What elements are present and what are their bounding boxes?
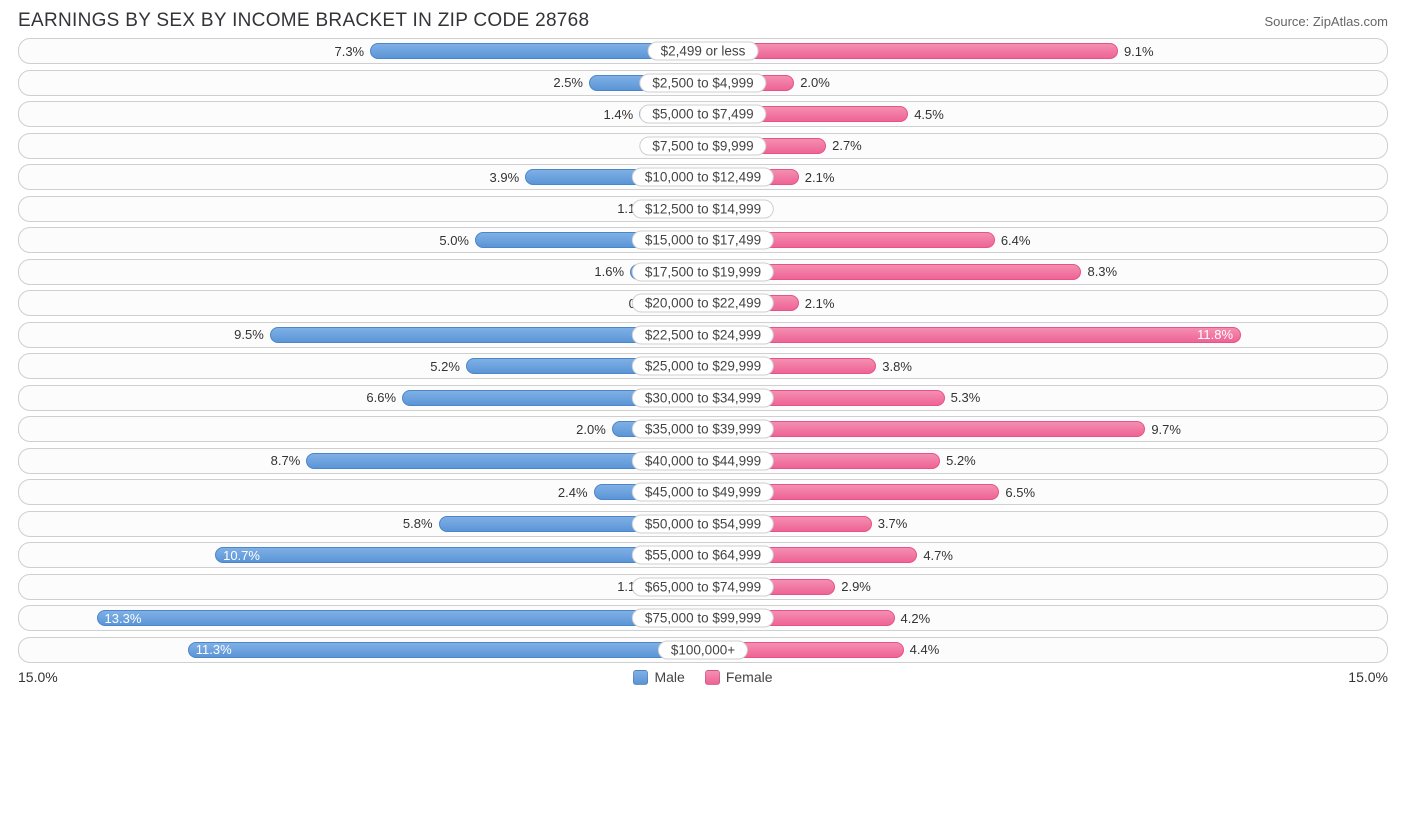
female-bar: [703, 43, 1118, 59]
female-value: 11.8%: [703, 323, 1241, 347]
female-value: 2.9%: [835, 575, 871, 599]
category-label: $2,500 to $4,999: [639, 73, 766, 92]
legend-male: Male: [633, 669, 684, 685]
bar-row: 0.69%2.1%$20,000 to $22,499: [18, 290, 1388, 316]
male-value: 11.3%: [188, 638, 703, 662]
female-value: 4.7%: [917, 543, 953, 567]
category-label: $35,000 to $39,999: [632, 420, 774, 439]
category-label: $50,000 to $54,999: [632, 514, 774, 533]
male-swatch: [633, 670, 648, 685]
bar-row: 13.3% 4.2% $75,000 to $99,999: [18, 605, 1388, 631]
category-label: $2,499 or less: [648, 42, 759, 61]
female-value: 4.5%: [908, 102, 944, 126]
female-value: 9.7%: [1145, 417, 1181, 441]
category-label: $45,000 to $49,999: [632, 483, 774, 502]
female-value: 2.7%: [826, 134, 862, 158]
male-value: 10.7%: [215, 543, 703, 567]
male-value: 13.3%: [97, 606, 703, 630]
male-value: 2.5%: [553, 71, 589, 95]
female-value: 9.1%: [1118, 39, 1154, 63]
bar-row: 1.1%0.56%$12,500 to $14,999: [18, 196, 1388, 222]
male-value: 2.4%: [558, 480, 594, 504]
bar-row: 10.7% 4.7% $55,000 to $64,999: [18, 542, 1388, 568]
category-label: $20,000 to $22,499: [632, 294, 774, 313]
bar-row: 5.2% 3.8% $25,000 to $29,999: [18, 353, 1388, 379]
bar-row: 3.9% 2.1% $10,000 to $12,499: [18, 164, 1388, 190]
category-label: $12,500 to $14,999: [632, 199, 774, 218]
chart-footer: 15.0% Male Female 15.0%: [18, 665, 1388, 685]
male-value: 1.4%: [604, 102, 640, 126]
bar-row: 2.4% 6.5% $45,000 to $49,999: [18, 479, 1388, 505]
male-value: 5.0%: [439, 228, 475, 252]
bar-row: 5.8% 3.7% $50,000 to $54,999: [18, 511, 1388, 537]
category-label: $5,000 to $7,499: [639, 105, 766, 124]
male-value: 5.8%: [403, 512, 439, 536]
female-value: 2.1%: [799, 291, 835, 315]
chart-title: EARNINGS BY SEX BY INCOME BRACKET IN ZIP…: [18, 10, 589, 32]
category-label: $17,500 to $19,999: [632, 262, 774, 281]
axis-max-left: 15.0%: [18, 669, 58, 685]
bar-row: 6.6% 5.3% $30,000 to $34,999: [18, 385, 1388, 411]
male-value: 9.5%: [234, 323, 270, 347]
male-value: 1.6%: [594, 260, 630, 284]
bar-row: 8.7% 5.2% $40,000 to $44,999: [18, 448, 1388, 474]
female-value: 3.7%: [872, 512, 908, 536]
female-value: 3.8%: [876, 354, 912, 378]
female-value: 2.1%: [799, 165, 835, 189]
bar-row: 1.1%2.9%$65,000 to $74,999: [18, 574, 1388, 600]
bar-row: 2.5% 2.0% $2,500 to $4,999: [18, 70, 1388, 96]
diverging-bar-chart: 7.3% 9.1% $2,499 or less 2.5% 2.0% $2,500 to …: [0, 38, 1406, 663]
female-value: 4.2%: [895, 606, 931, 630]
category-label: $15,000 to $17,499: [632, 231, 774, 250]
category-label: $10,000 to $12,499: [632, 168, 774, 187]
female-value: 6.4%: [995, 228, 1031, 252]
female-value: 2.0%: [794, 71, 830, 95]
male-value: 5.2%: [430, 354, 466, 378]
bar-row: 1.6% 8.3% $17,500 to $19,999: [18, 259, 1388, 285]
bar-row: 1.4% 4.5% $5,000 to $7,499: [18, 101, 1388, 127]
female-value: 4.4%: [904, 638, 940, 662]
category-label: $7,500 to $9,999: [639, 136, 766, 155]
bar-row: 5.0% 6.4% $15,000 to $17,499: [18, 227, 1388, 253]
category-label: $30,000 to $34,999: [632, 388, 774, 407]
category-label: $100,000+: [658, 640, 748, 659]
category-label: $40,000 to $44,999: [632, 451, 774, 470]
male-value: 7.3%: [334, 39, 370, 63]
bar-row: 9.5% 11.8%$22,500 to $24,999: [18, 322, 1388, 348]
legend-male-label: Male: [654, 669, 684, 685]
female-value: 6.5%: [999, 480, 1035, 504]
female-value: 8.3%: [1081, 260, 1117, 284]
category-label: $55,000 to $64,999: [632, 546, 774, 565]
legend: Male Female: [633, 669, 772, 685]
male-value: 3.9%: [490, 165, 526, 189]
legend-female-label: Female: [726, 669, 773, 685]
male-value: 8.7%: [271, 449, 307, 473]
female-value: 5.2%: [940, 449, 976, 473]
source-attribution: Source: ZipAtlas.com: [1264, 14, 1388, 29]
male-value: 2.0%: [576, 417, 612, 441]
category-label: $22,500 to $24,999: [632, 325, 774, 344]
axis-max-right: 15.0%: [1348, 669, 1388, 685]
category-label: $75,000 to $99,999: [632, 609, 774, 628]
bar-row: 11.3% 4.4% $100,000+: [18, 637, 1388, 663]
female-swatch: [705, 670, 720, 685]
bar-row: 2.0% 9.7% $35,000 to $39,999: [18, 416, 1388, 442]
bar-row: 7.3% 9.1% $2,499 or less: [18, 38, 1388, 64]
category-label: $25,000 to $29,999: [632, 357, 774, 376]
legend-female: Female: [705, 669, 773, 685]
male-value: 6.6%: [366, 386, 402, 410]
category-label: $65,000 to $74,999: [632, 577, 774, 596]
female-value: 5.3%: [945, 386, 981, 410]
bar-row: 0.0%2.7%$7,500 to $9,999: [18, 133, 1388, 159]
